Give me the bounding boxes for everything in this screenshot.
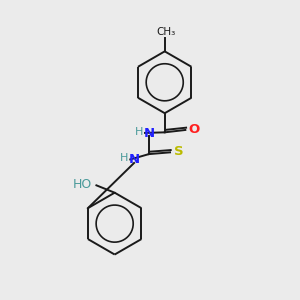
Text: CH₃: CH₃: [157, 27, 176, 37]
Text: N: N: [143, 127, 155, 140]
Text: H: H: [120, 153, 128, 163]
Text: H: H: [135, 127, 143, 137]
Text: N: N: [128, 153, 140, 166]
Text: HO: HO: [73, 178, 92, 191]
Text: O: O: [189, 124, 200, 136]
Text: S: S: [174, 145, 183, 158]
